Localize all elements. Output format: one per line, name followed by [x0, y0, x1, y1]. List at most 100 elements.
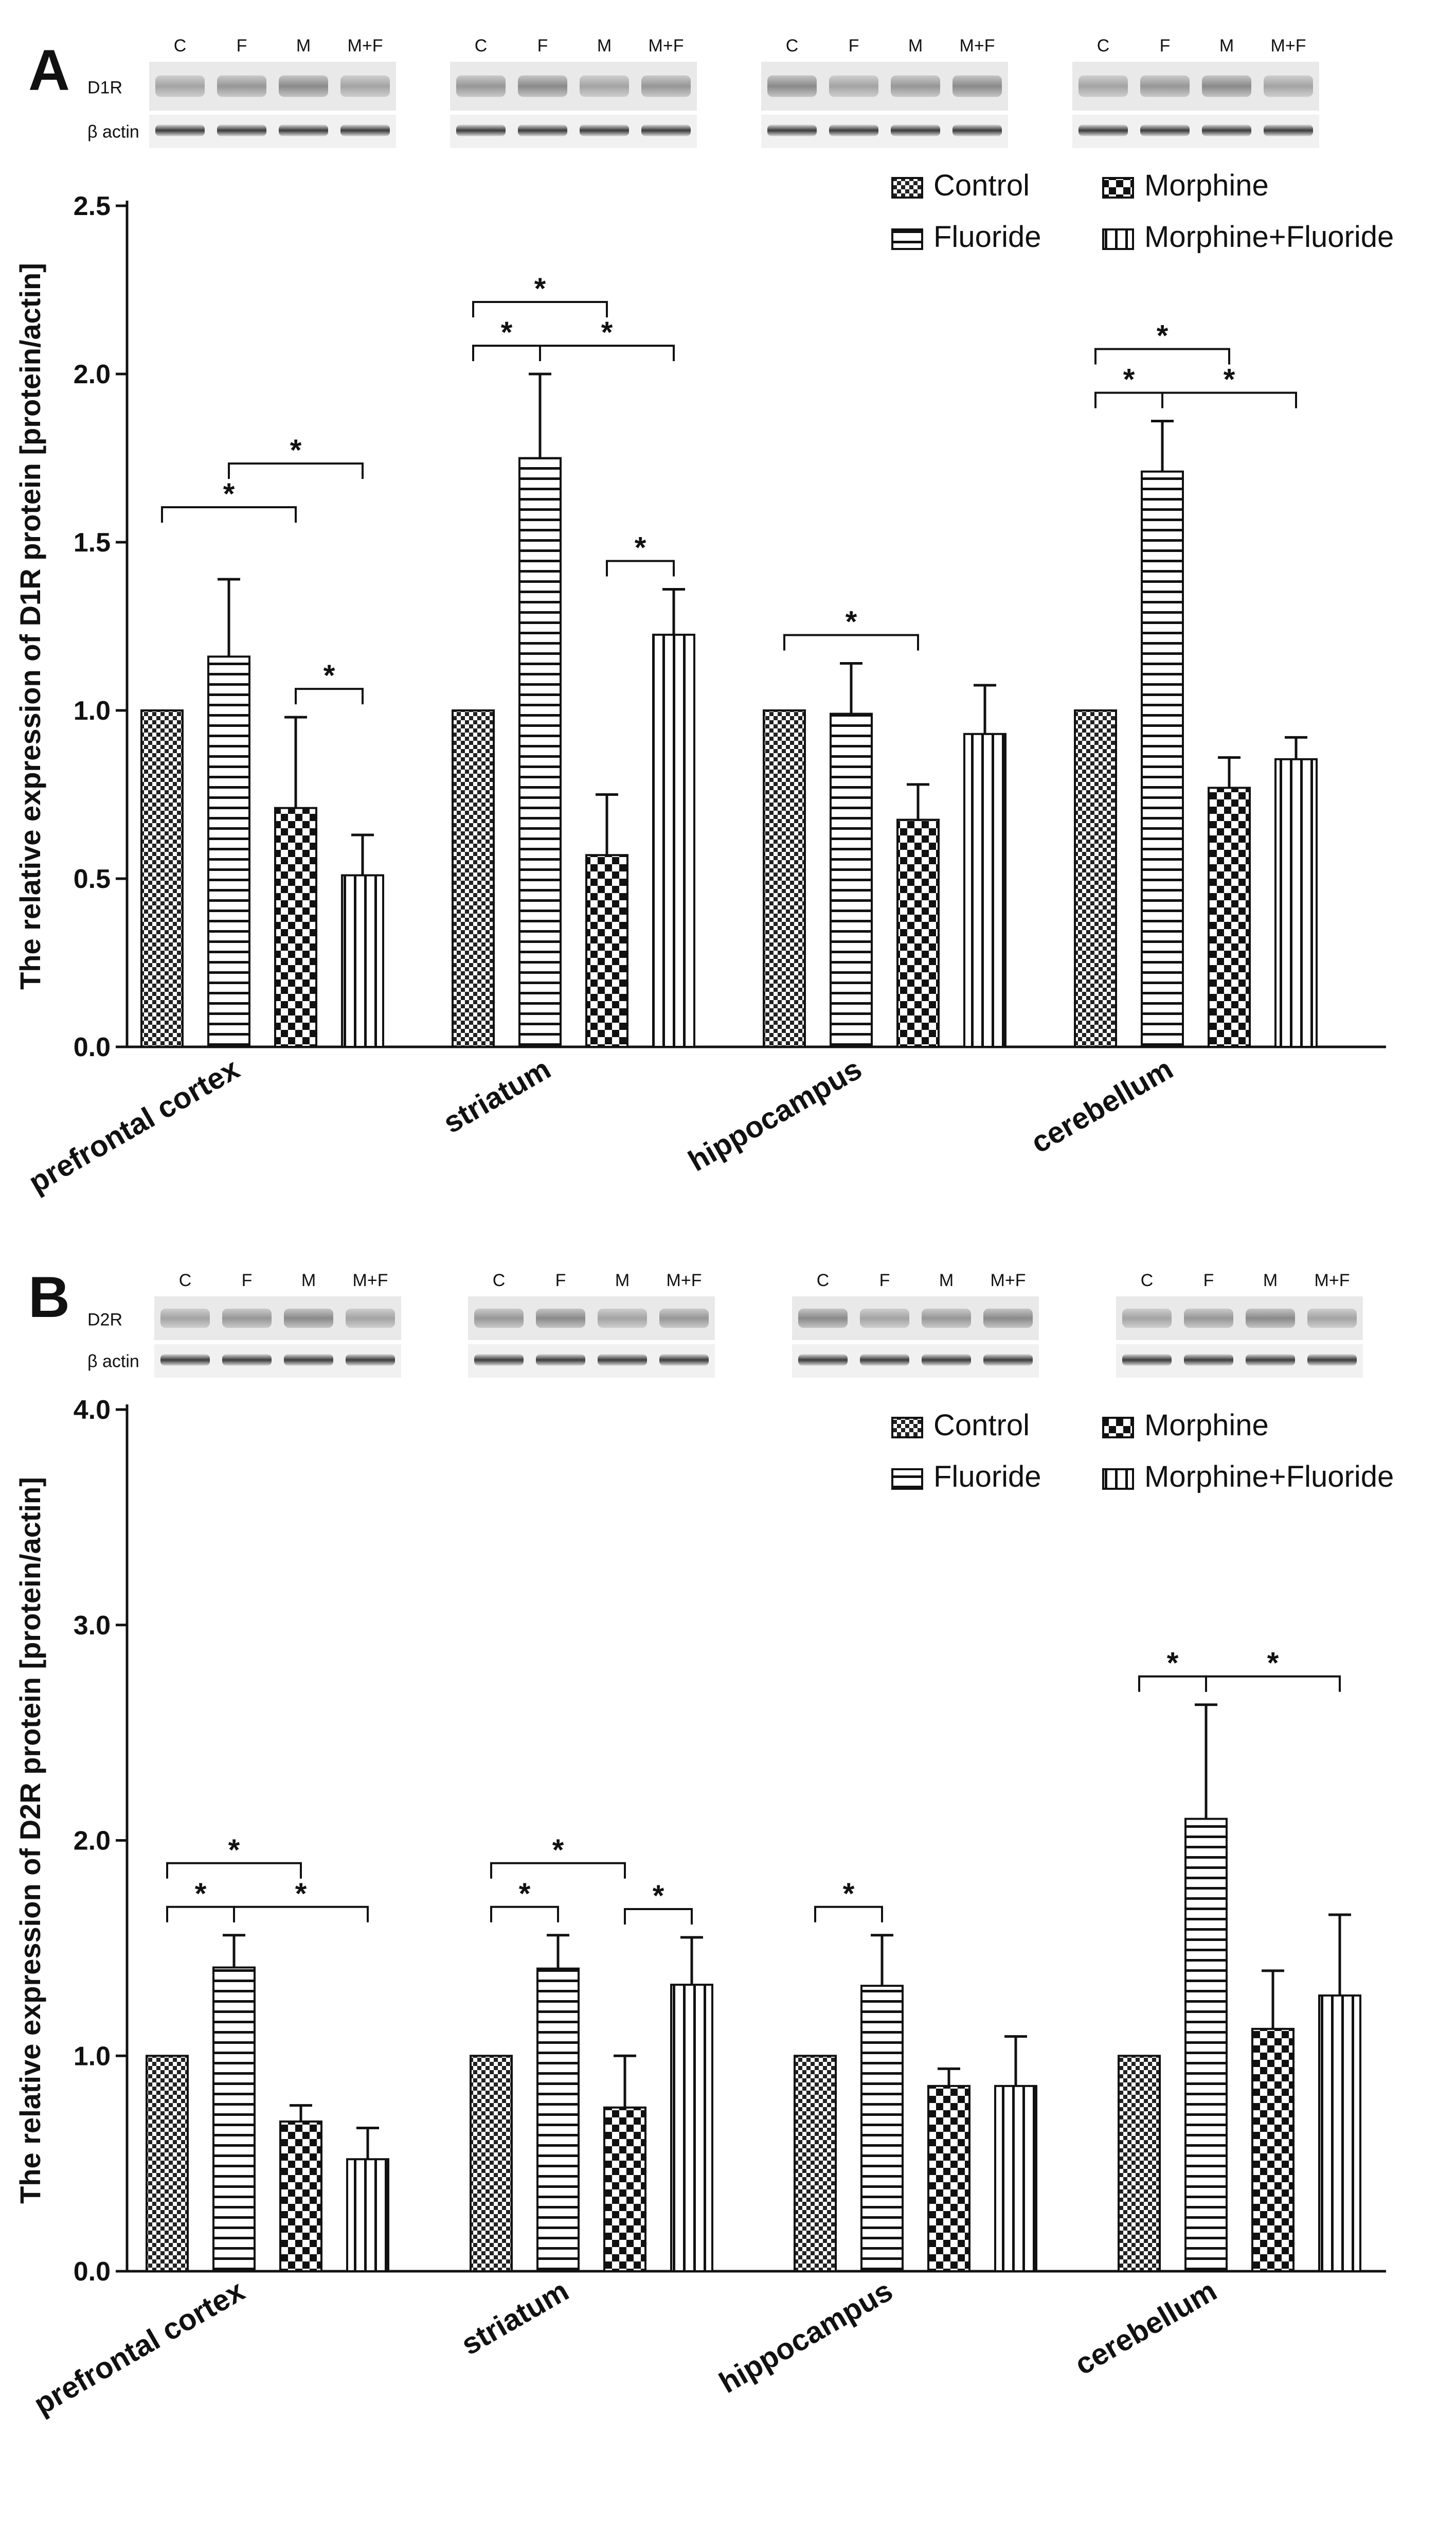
significance-bracket: * [166, 1833, 302, 1879]
bar [963, 733, 1006, 1048]
blot-row-label: β actin [87, 1352, 139, 1371]
blot-lane-label: F [555, 1271, 566, 1290]
significance-label: * [635, 531, 646, 565]
legend-label: Morphine+Fluoride [1144, 1460, 1394, 1493]
blot-row-label: D2R [87, 1310, 122, 1330]
legend-label: Fluoride [933, 1460, 1041, 1493]
category-label: cerebellum [1069, 2274, 1223, 2381]
bracket-line [783, 634, 919, 651]
bar [927, 2084, 970, 2272]
blot-lane-label: C [1141, 1271, 1154, 1290]
y-tick-label: 1.5 [74, 528, 111, 558]
blot-band [474, 1308, 524, 1328]
bar [1184, 1818, 1228, 2272]
y-tick-label: 0.0 [74, 1032, 111, 1062]
blot-band [598, 1308, 647, 1328]
blot-band [518, 75, 567, 97]
actin-band [829, 124, 878, 136]
significance-label: * [1224, 363, 1235, 397]
blot-band [160, 1308, 210, 1328]
y-tick-label: 2.0 [74, 360, 111, 389]
bracket-line [490, 1862, 626, 1879]
blot-lane-label: C [1097, 36, 1110, 56]
blot-lane-label: M+F [991, 1271, 1026, 1290]
panel-b: B D2R β actin C F M M+F C F M M+F C F M M+F C F M M+F 0.0 1.… [14, 1265, 1394, 2421]
bracket-line [233, 1905, 369, 1922]
significance-label: * [519, 1877, 531, 1911]
y-tick-label: 2.5 [74, 191, 111, 221]
significance-bracket: * [814, 1877, 883, 1922]
blot-lane-label: C [475, 36, 488, 56]
blot-strip [468, 1296, 715, 1378]
blot-band [641, 75, 691, 97]
bar [994, 2084, 1037, 2272]
significance-label: * [843, 1877, 855, 1911]
blot-band [284, 1308, 333, 1328]
blot-band [1184, 1308, 1233, 1328]
significance-bracket: * [490, 1877, 559, 1922]
legend-swatch [891, 228, 923, 250]
significance-bracket: * [1138, 1647, 1207, 1692]
actin-band [474, 1354, 524, 1366]
bar [518, 457, 562, 1048]
panel-label: B [28, 1265, 70, 1329]
legend-label: Control [933, 169, 1030, 202]
significance-bracket: * [233, 1877, 369, 1922]
blot-lane-label: C [174, 36, 187, 56]
actin-band [580, 124, 629, 136]
bracket-line [1094, 348, 1230, 365]
blot-band [536, 1308, 585, 1328]
actin-band [659, 1354, 709, 1366]
bar [1141, 470, 1184, 1048]
blot-band [1140, 75, 1190, 97]
y-tick-label: 0.0 [74, 2257, 111, 2287]
bracket-line [295, 688, 364, 705]
category-label: cerebellum [1026, 1052, 1179, 1160]
actin-band [983, 1354, 1033, 1366]
actin-band [217, 124, 266, 136]
significance-label: * [552, 1833, 564, 1867]
significance-bracket: * [161, 477, 297, 523]
significance-label: * [223, 477, 235, 511]
legend-swatch [891, 1417, 923, 1438]
blot-lane-label: F [537, 36, 548, 56]
legend-swatch [1102, 177, 1134, 199]
legend-item: Morphine [1102, 169, 1269, 202]
y-tick-label: 3.0 [74, 1611, 111, 1641]
blot-band [222, 1308, 272, 1328]
actin-band [1184, 1354, 1233, 1366]
blot-band [217, 75, 266, 97]
blot-band [1078, 75, 1128, 97]
significance-bracket: * [295, 659, 364, 705]
bar [652, 633, 695, 1048]
significance-bracket: * [1094, 319, 1230, 365]
legend-swatch [891, 1468, 923, 1490]
blot-lane-label: M+F [960, 36, 995, 56]
significance-bracket: * [490, 1833, 626, 1879]
legend-label: Fluoride [933, 220, 1041, 254]
blot-lane-label: M+F [1271, 36, 1306, 56]
significance-bracket: * [1094, 363, 1163, 408]
blot-band [346, 1308, 395, 1328]
blot-lane-label: M [615, 1271, 630, 1290]
bracket-line [1161, 391, 1297, 408]
blot-lane-label: F [879, 1271, 890, 1290]
bracket-line [539, 345, 675, 361]
actin-band [1140, 124, 1190, 136]
significance-bracket: * [472, 272, 608, 317]
bar [1274, 758, 1318, 1048]
bracket-line [490, 1905, 559, 1922]
legend-label: Morphine [1144, 169, 1269, 202]
blot-lane-label: C [817, 1271, 830, 1290]
bar [860, 1985, 904, 2272]
significance-label: * [1267, 1647, 1279, 1680]
bar [207, 655, 250, 1048]
category-label: striatum [456, 2274, 574, 2362]
legend: Control Fluoride Morphine Morphine+Fluoride [891, 1409, 1394, 1493]
category-label: hippocampus [713, 2274, 898, 2400]
actin-band [456, 124, 506, 136]
y-tick-label: 1.0 [74, 696, 111, 726]
actin-band [1122, 1354, 1172, 1366]
blot-band [983, 1308, 1033, 1328]
legend-label: Morphine+Fluoride [1144, 220, 1394, 254]
